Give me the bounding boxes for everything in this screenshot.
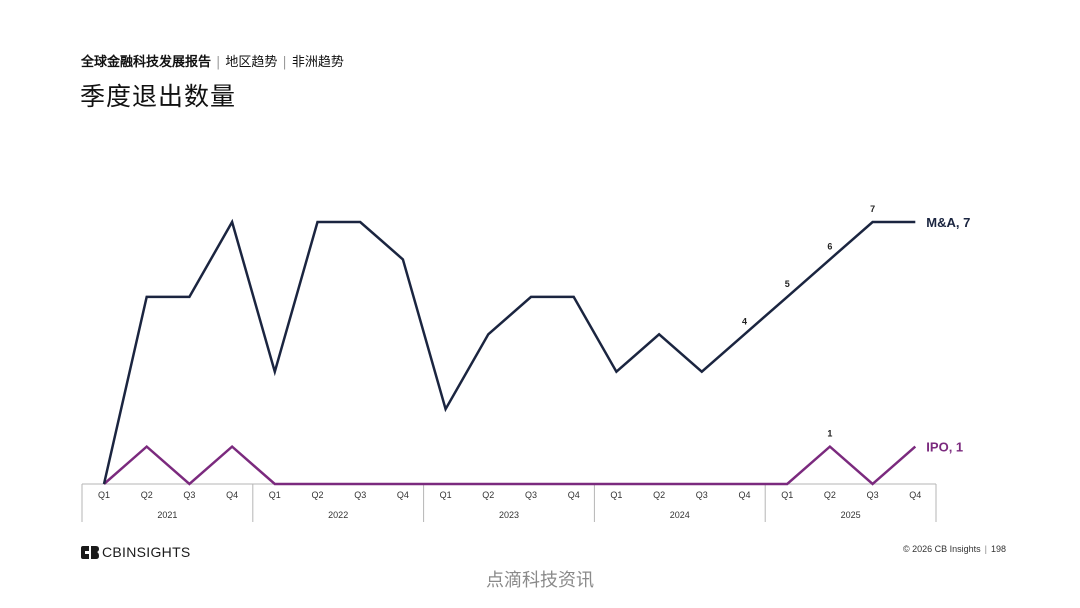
page-title: 季度退出数量 <box>80 82 237 111</box>
year-tick-label: 2022 <box>328 510 348 520</box>
quarter-tick-label: Q1 <box>610 490 622 500</box>
series-layer <box>102 218 917 486</box>
end-label-ipo: IPO, 1 <box>926 440 963 455</box>
breadcrumb-area: 非洲趋势 <box>291 55 344 70</box>
quarter-tick-label: Q3 <box>525 490 537 500</box>
copyright-text: © 2026 CB Insights <box>902 544 981 554</box>
quarter-tick-label: Q1 <box>98 490 110 500</box>
cb-insights-logo: CBINSIGHTS <box>81 543 191 561</box>
end-label-ma: M&A, 7 <box>926 215 970 230</box>
quarter-tick-label: Q4 <box>397 490 409 500</box>
breadcrumb-separator: | <box>282 55 287 70</box>
data-label-ma: 5 <box>785 279 790 289</box>
label-layer: IPO, 1 1 M&A, 7 4 5 6 7 <box>742 204 970 455</box>
quarter-tick-label: Q3 <box>867 490 879 500</box>
quarter-tick-label: Q1 <box>269 490 281 500</box>
year-tick-label: 2025 <box>841 510 861 520</box>
copyright-separator: | <box>984 544 987 554</box>
page-number: 198 <box>990 544 1006 554</box>
quarter-tick-label: Q2 <box>311 490 323 500</box>
data-label-ma: 6 <box>827 241 832 251</box>
quarter-tick-label: Q3 <box>696 490 708 500</box>
quarter-tick-label: Q3 <box>354 490 366 500</box>
quarter-tick-label: Q4 <box>568 490 580 500</box>
quarter-tick-label: Q4 <box>738 490 750 500</box>
data-label-ma: 7 <box>870 204 875 214</box>
quarter-tick-label: Q4 <box>226 490 238 500</box>
data-label-ma: 4 <box>742 316 747 326</box>
series-line-ipo <box>103 444 917 486</box>
copyright: © 2026 CB Insights | 198 <box>903 544 1006 554</box>
breadcrumb: 全球金融科技发展报告 | 地区趋势 | 非洲趋势 <box>81 54 344 72</box>
x-axis: Q1 Q2 Q3 Q4 Q1 Q2 Q3 Q4 Q1 Q2 Q3 Q4 Q1 Q2 Q3 Q4 Q1 Q2 Q3 Q4… <box>81 483 937 522</box>
quarter-tick-label: Q1 <box>781 490 793 500</box>
quarter-tick-label: Q4 <box>909 490 921 500</box>
year-tick-label: 2021 <box>157 510 177 520</box>
breadcrumb-report: 全球金融科技发展报告 <box>81 55 212 70</box>
breadcrumb-separator: | <box>216 55 221 70</box>
quarter-tick-label: Q2 <box>141 490 153 500</box>
cb-logo-icon <box>81 545 99 559</box>
quarter-tick-label: Q2 <box>653 490 665 500</box>
breadcrumb-region: 地区趋势 <box>225 55 278 70</box>
data-label-ipo: 1 <box>827 429 832 439</box>
quarter-tick-label: Q1 <box>440 490 452 500</box>
logo-wordmark: CBINSIGHTS <box>102 544 191 560</box>
watermark: 点滴科技资讯 <box>486 570 594 591</box>
quarter-tick-label: Q2 <box>482 490 494 500</box>
series-line-ma <box>102 218 916 485</box>
year-tick-label: 2024 <box>670 510 690 520</box>
year-tick-label: 2023 <box>499 510 519 520</box>
quarter-tick-label: Q2 <box>824 490 836 500</box>
quarter-tick-label: Q3 <box>183 490 195 500</box>
